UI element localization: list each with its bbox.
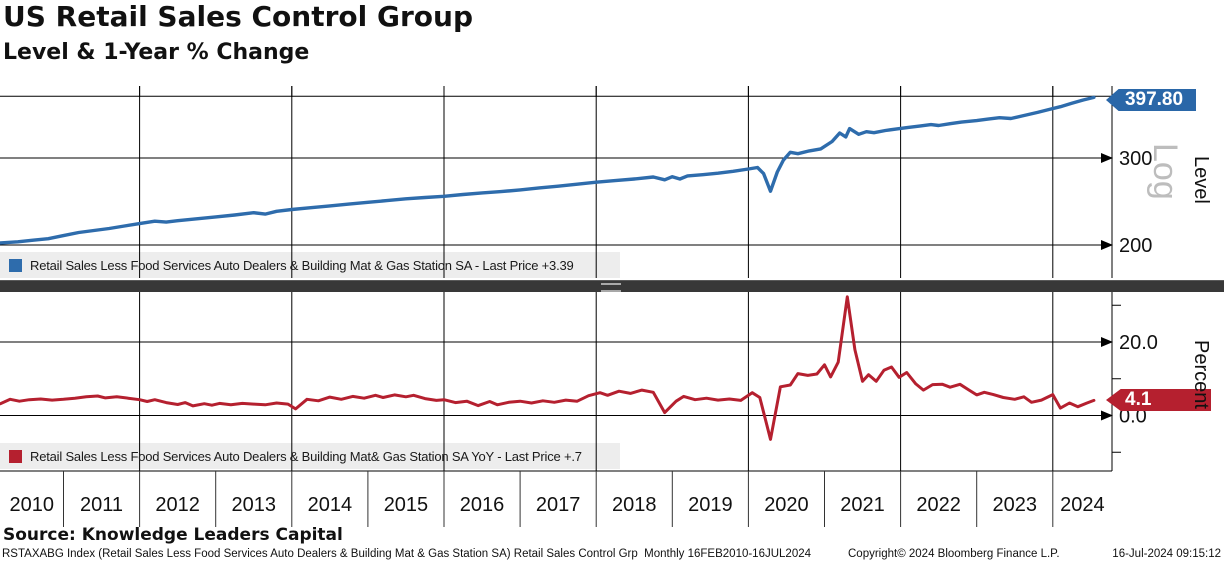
year-label: 2018 bbox=[612, 494, 657, 516]
level-series-swatch-icon bbox=[9, 258, 22, 272]
y-axis-title-percent: Percent bbox=[1190, 340, 1212, 409]
log-scale-watermark: Log bbox=[1146, 143, 1184, 200]
year-label: 2019 bbox=[688, 494, 733, 516]
last-price-badge-percent: 4.1 bbox=[1106, 389, 1211, 411]
tick-arrow-icon bbox=[1101, 240, 1113, 250]
source-attribution: Source: Knowledge Leaders Capital bbox=[3, 525, 343, 545]
divider-grip-handle[interactable] bbox=[601, 283, 621, 292]
year-label: 2023 bbox=[993, 494, 1038, 516]
tick-arrow-icon bbox=[1101, 410, 1113, 421]
yoy-series-line bbox=[0, 295, 1096, 441]
page-title: US Retail Sales Control Group bbox=[3, 0, 473, 33]
legend-yoy-label: Retail Sales Less Food Services Auto Dea… bbox=[30, 448, 582, 464]
footer-ticker-description: RSTAXABG Index (Retail Sales Less Food S… bbox=[2, 548, 812, 560]
axis-tick-label: 300 bbox=[1119, 148, 1152, 170]
legend-background bbox=[0, 252, 620, 278]
footer-timestamp: 16-Jul-2024 09:15:12 bbox=[1112, 548, 1221, 560]
y-axis-title-level: Level bbox=[1190, 156, 1212, 204]
year-label: 2020 bbox=[764, 494, 809, 516]
axis-tick-label: 20.0 bbox=[1119, 332, 1158, 354]
year-label: 2010 bbox=[10, 494, 55, 516]
legend-yoy-series[interactable]: Retail Sales Less Food Services Auto Dea… bbox=[0, 443, 620, 469]
year-label: 2016 bbox=[460, 494, 505, 516]
page-subtitle: Level & 1-Year % Change bbox=[3, 40, 310, 65]
year-label: 2015 bbox=[384, 494, 429, 516]
footer-bar: RSTAXABG Index (Retail Sales Less Food S… bbox=[0, 548, 1224, 564]
year-label: 2021 bbox=[840, 494, 885, 516]
axis-tick-label: 200 bbox=[1119, 235, 1152, 257]
tick-arrow-icon bbox=[1101, 337, 1113, 347]
year-label: 2013 bbox=[232, 494, 277, 516]
tick-arrow-icon bbox=[1101, 152, 1113, 163]
level-series-line bbox=[0, 95, 1096, 245]
year-label: 2011 bbox=[80, 494, 123, 516]
year-label: 2017 bbox=[536, 494, 581, 516]
year-label: 2022 bbox=[916, 494, 961, 516]
legend-level-series[interactable]: Retail Sales Less Food Services Auto Dea… bbox=[0, 252, 620, 278]
year-label: 2012 bbox=[155, 494, 200, 516]
panel-divider bbox=[0, 280, 1224, 292]
year-label: 2014 bbox=[308, 494, 353, 516]
last-price-badge-level: 397.80 bbox=[1106, 89, 1196, 111]
year-label: 2024 bbox=[1060, 494, 1105, 516]
legend-background bbox=[0, 443, 620, 469]
footer-copyright: Copyright© 2024 Bloomberg Finance L.P. bbox=[848, 548, 1060, 560]
axis-tick-label: 0.0 bbox=[1119, 406, 1147, 428]
legend-level-label: Retail Sales Less Food Services Auto Dea… bbox=[30, 257, 574, 273]
yoy-series-swatch-icon bbox=[9, 449, 22, 463]
